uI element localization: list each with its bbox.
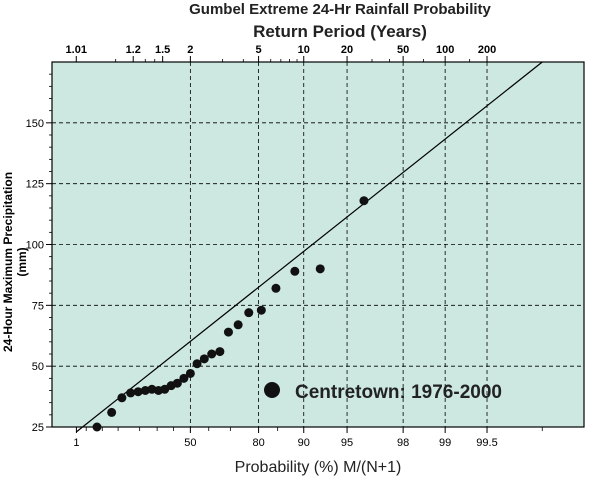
- top-tick-label: 1.01: [66, 44, 87, 56]
- y-tick-label: 100: [26, 240, 44, 252]
- data-point: [223, 327, 233, 337]
- x-axis-ticks: 1 50 80 90 95 98 99 99.5: [73, 427, 543, 449]
- data-points: [92, 196, 369, 432]
- data-point: [256, 305, 266, 315]
- data-point: [290, 266, 300, 276]
- x-tick-label: 1: [73, 437, 79, 449]
- legend-marker: [264, 382, 280, 398]
- x-tick-label: 98: [397, 437, 409, 449]
- y-axis-unit-label: (mm): [15, 247, 29, 276]
- data-point: [359, 196, 369, 206]
- top-tick-label: 5: [256, 44, 262, 56]
- data-point: [244, 308, 254, 318]
- top-tick-label: 1.2: [126, 44, 141, 56]
- top-tick-label: 20: [341, 44, 353, 56]
- y-axis-ticks: 25 50 75 100 125 150: [26, 73, 52, 434]
- x-tick-label: 90: [298, 437, 310, 449]
- x-tick-label: 80: [252, 437, 264, 449]
- y-axis-label: 24-Hour Maximum Precipitation: [1, 172, 15, 352]
- x-tick-label: 99: [439, 437, 451, 449]
- chart-subtitle: Return Period (Years): [253, 22, 427, 41]
- top-tick-label: 200: [478, 44, 496, 56]
- data-point: [185, 368, 195, 378]
- data-point: [233, 320, 243, 330]
- data-point: [215, 347, 225, 357]
- y-tick-label: 50: [32, 361, 44, 373]
- data-point: [107, 407, 117, 417]
- gumbel-fit-line: [76, 61, 543, 433]
- top-tick-label: 100: [436, 44, 454, 56]
- data-point: [199, 354, 209, 364]
- data-point: [172, 378, 182, 388]
- data-point: [133, 387, 143, 397]
- data-point: [192, 359, 202, 369]
- data-point: [126, 388, 136, 398]
- x-axis-label: Probability (%) M/(N+1): [235, 459, 402, 476]
- fit-line-group: [76, 61, 543, 433]
- top-axis-ticks: 1.01 1.2 1.5 2 5 10 20 50 100 200: [66, 44, 496, 62]
- data-point: [117, 393, 127, 403]
- x-tick-label: 50: [184, 437, 196, 449]
- top-tick-label: 2: [187, 44, 193, 56]
- data-point: [179, 373, 189, 383]
- data-point: [315, 264, 325, 274]
- data-point: [271, 283, 281, 293]
- grid-lines: [52, 62, 584, 427]
- top-tick-label: 1.5: [155, 44, 170, 56]
- legend-label: Centretown: 1976-2000: [295, 382, 502, 403]
- chart-title: Gumbel Extreme 24-Hr Rainfall Probabilit…: [189, 1, 491, 18]
- data-point: [207, 349, 217, 359]
- x-tick-label: 95: [341, 437, 353, 449]
- y-tick-label: 150: [26, 118, 44, 130]
- top-tick-label: 10: [298, 44, 310, 56]
- x-tick-label: 99.5: [476, 437, 497, 449]
- top-tick-label: 50: [397, 44, 409, 56]
- data-point: [92, 422, 102, 432]
- y-tick-label: 125: [26, 179, 44, 191]
- y-tick-label: 25: [32, 422, 44, 434]
- y-tick-label: 75: [32, 300, 44, 312]
